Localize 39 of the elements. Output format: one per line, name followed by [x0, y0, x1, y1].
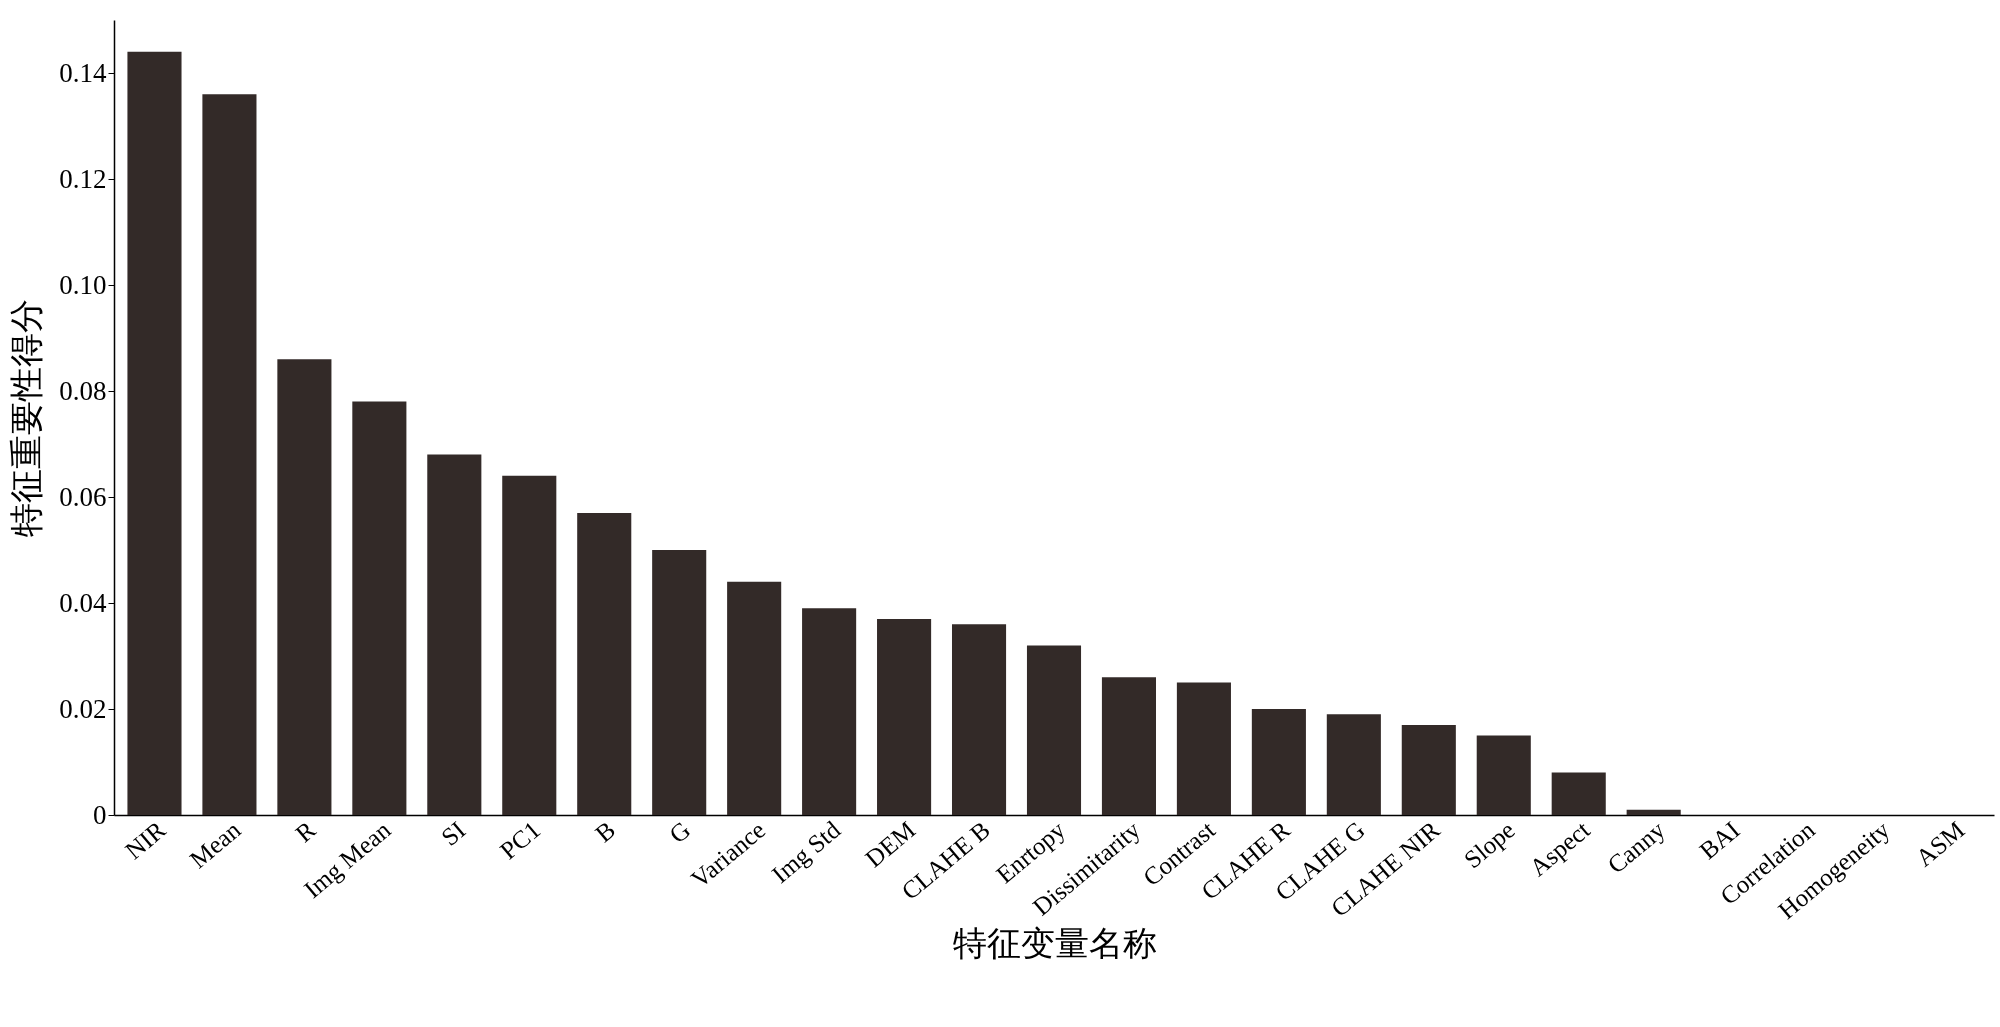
x-tick-label: SI [436, 815, 471, 851]
y-tick-label: 0.12 [59, 163, 107, 194]
bar [127, 51, 182, 815]
x-tick-label: Img Std [766, 815, 846, 888]
y-axis-title: 特征重要性得分 [8, 299, 46, 537]
y-tick-label: 0.02 [59, 693, 107, 724]
y-tick-label: 0.10 [59, 269, 107, 300]
bar [502, 475, 557, 815]
y-tick-label: 0.08 [59, 375, 107, 406]
bar [802, 608, 857, 815]
y-tick-label: 0.04 [59, 587, 107, 618]
bar [352, 401, 407, 815]
bar [1026, 645, 1082, 815]
x-tick-label: R [290, 815, 321, 848]
bar [1251, 709, 1306, 815]
bar [277, 359, 332, 815]
bar [951, 624, 1007, 815]
y-tick-label: 0.14 [59, 57, 107, 88]
x-axis-title: 特征变量名称 [952, 925, 1157, 963]
bar [1476, 735, 1531, 815]
bar [1101, 677, 1157, 815]
x-tick-label: Slope [1458, 815, 1520, 874]
bar [427, 454, 482, 815]
bar [1326, 714, 1381, 815]
bar [202, 94, 257, 815]
x-tick-label: B [590, 815, 621, 848]
x-tick-label: NIR [120, 815, 171, 865]
bar [577, 512, 632, 815]
bar [877, 618, 932, 815]
bar [1401, 724, 1456, 815]
x-tick-label: PC1 [494, 815, 546, 865]
y-tick-label: 0.06 [59, 481, 107, 512]
bar [1551, 772, 1606, 815]
bar [727, 581, 782, 815]
y-tick-label: 0 [93, 799, 107, 830]
bar [652, 550, 707, 815]
bar [1626, 809, 1681, 815]
bar [1176, 682, 1231, 815]
x-tick-label: G [664, 815, 696, 849]
